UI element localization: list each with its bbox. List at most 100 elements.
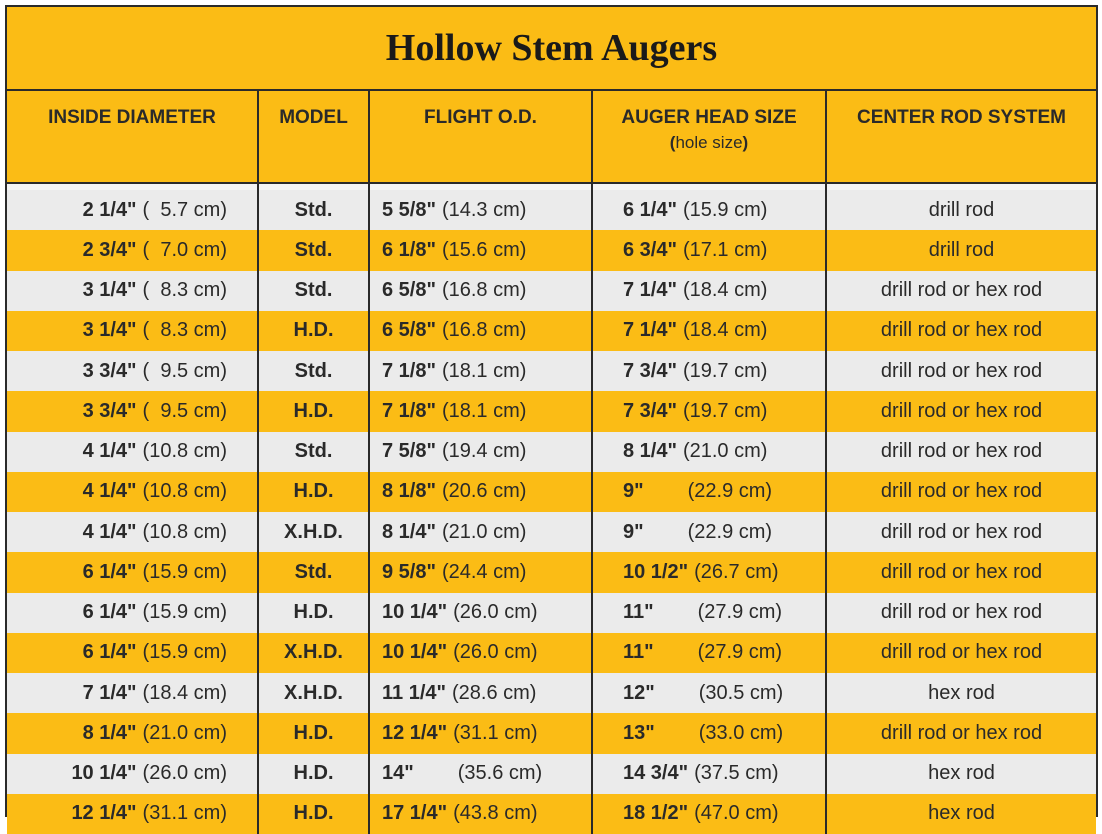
auger-head-size-inches: 13" [623,721,655,744]
inside-diameter-cm: (15.9 cm) [142,560,227,583]
inside-diameter-cm: (15.9 cm) [142,641,227,664]
model-cell: Std. [257,270,369,311]
table-row: 6 1/4" (15.9 cm) X.H.D. 10 1/4" (26.0 cm) 11"… [7,632,1096,673]
flight-od-cm: (24.4 cm) [441,560,527,583]
auger-head-size-cell: 11" (27.9 cm) [591,592,826,633]
model-cell: H.D. [257,793,369,834]
inside-diameter-cell: 2 3/4"( 7.0 cm) [7,230,258,271]
model-cell: Std. [257,552,369,593]
inside-diameter-cell: 12 1/4" (31.1 cm) [7,793,258,834]
auger-head-size-cm: (22.9 cm) [687,520,773,543]
header-model: MODEL [257,91,369,184]
inside-diameter-cell: 3 1/4"( 8.3 cm) [7,310,258,351]
auger-head-size-inches: 9" [623,520,644,543]
flight-od-cm: (16.8 cm) [441,319,527,342]
auger-head-size-cell: 9" (22.9 cm) [591,512,826,553]
auger-head-size-cm: (26.7 cm) [694,560,779,583]
auger-head-size-cm: (33.0 cm) [698,721,784,744]
flight-od-cell: 12 1/4" (31.1 cm) [368,713,592,754]
auger-head-size-inches: 7 1/4" [623,319,677,342]
inside-diameter-inches: 12 1/4" [71,802,137,825]
inside-diameter-cell: 4 1/4" (10.8 cm) [7,471,258,512]
inside-diameter-cm: (10.8 cm) [142,520,227,543]
flight-od-cm: (18.1 cm) [441,399,527,422]
flight-od-cell: 5 5/8" (14.3 cm) [368,190,592,231]
inside-diameter-cm: ( 8.3 cm) [142,279,227,302]
auger-head-size-cell: 6 3/4" (17.1 cm) [591,230,826,271]
auger-head-size-inches: 10 1/2" [623,560,689,583]
inside-diameter-inches: 6 1/4" [82,560,137,583]
table-row: 3 3/4"( 9.5 cm) H.D. 7 1/8" (18.1 cm) 7 3/4"… [7,391,1096,432]
auger-head-size-cm: (30.5 cm) [698,681,784,704]
table-row: 4 1/4" (10.8 cm) X.H.D. 8 1/4" (21.0 cm) 9" (2… [7,512,1096,553]
model-cell: H.D. [257,592,369,633]
flight-od-inches: 17 1/4" [382,802,448,825]
table-row: 6 1/4" (15.9 cm) Std. 9 5/8" (24.4 cm) 10 1/2… [7,552,1096,593]
inside-diameter-cm: (15.9 cm) [142,601,227,624]
center-rod-system-cell: drill rod or hex rod [825,391,1096,432]
flight-od-inches: 7 1/8" [382,399,436,422]
flight-od-cell: 7 1/8" (18.1 cm) [368,391,592,432]
model-cell: Std. [257,351,369,392]
inside-diameter-cell: 4 1/4" (10.8 cm) [7,431,258,472]
model-cell: H.D. [257,713,369,754]
center-rod-system-cell: drill rod or hex rod [825,552,1096,593]
flight-od-inches: 9 5/8" [382,560,436,583]
header-flight-od: FLIGHT O.D. [368,91,592,184]
auger-head-size-inches: 7 3/4" [623,359,677,382]
flight-od-cell: 14" (35.6 cm) [368,753,592,794]
inside-diameter-inches: 8 1/4" [82,721,137,744]
model-cell: X.H.D. [257,632,369,673]
inside-diameter-cell: 6 1/4" (15.9 cm) [7,632,258,673]
table-row: 3 3/4"( 9.5 cm) Std. 7 1/8" (18.1 cm) 7 3/4"… [7,351,1096,392]
auger-head-size-cm: (18.4 cm) [682,319,768,342]
auger-head-size-inches: 11" [623,601,654,624]
auger-head-size-inches: 7 1/4" [623,279,677,302]
model-cell: X.H.D. [257,512,369,553]
inside-diameter-inches: 3 1/4" [82,319,137,342]
model-cell: X.H.D. [257,673,369,714]
model-cell: H.D. [257,391,369,432]
auger-head-size-cell: 7 1/4" (18.4 cm) [591,270,826,311]
auger-head-size-inches: 7 3/4" [623,399,677,422]
inside-diameter-cm: (10.8 cm) [142,480,227,503]
inside-diameter-inches: 2 3/4" [82,238,137,261]
inside-diameter-inches: 2 1/4" [82,198,137,221]
inside-diameter-inches: 3 1/4" [82,279,137,302]
flight-od-inches: 6 5/8" [382,319,436,342]
center-rod-system-cell: drill rod or hex rod [825,632,1096,673]
flight-od-cm: (31.1 cm) [453,721,538,744]
header-gap-row [7,183,1096,190]
inside-diameter-cm: ( 8.3 cm) [142,319,227,342]
flight-od-cell: 17 1/4" (43.8 cm) [368,793,592,834]
inside-diameter-inches: 6 1/4" [82,641,137,664]
center-rod-system-cell: hex rod [825,793,1096,834]
inside-diameter-cell: 2 1/4"( 5.7 cm) [7,190,258,231]
auger-head-size-cell: 14 3/4" (37.5 cm) [591,753,826,794]
auger-head-size-inches: 11" [623,641,654,664]
table-row: 6 1/4" (15.9 cm) H.D. 10 1/4" (26.0 cm) 11" (2… [7,592,1096,633]
auger-spec-table: INSIDE DIAMETER MODEL FLIGHT O.D. AUGER … [7,91,1096,834]
flight-od-cm: (15.6 cm) [441,238,527,261]
inside-diameter-inches: 6 1/4" [82,601,137,624]
inside-diameter-cm: (26.0 cm) [142,762,227,785]
model-cell: Std. [257,431,369,472]
auger-head-size-cell: 8 1/4" (21.0 cm) [591,431,826,472]
center-rod-system-cell: drill rod [825,230,1096,271]
inside-diameter-cell: 6 1/4" (15.9 cm) [7,552,258,593]
table-row: 2 3/4"( 7.0 cm) Std. 6 1/8" (15.6 cm) 6 3/4"… [7,230,1096,271]
flight-od-cm: (16.8 cm) [441,279,527,302]
inside-diameter-cell: 10 1/4" (26.0 cm) [7,753,258,794]
flight-od-cell: 10 1/4" (26.0 cm) [368,592,592,633]
inside-diameter-cm: (10.8 cm) [142,440,227,463]
flight-od-inches: 7 1/8" [382,359,436,382]
inside-diameter-cm: (21.0 cm) [142,721,227,744]
inside-diameter-cell: 3 3/4"( 9.5 cm) [7,391,258,432]
table-row: 4 1/4" (10.8 cm) H.D. 8 1/8" (20.6 cm) 9" (22.… [7,471,1096,512]
inside-diameter-cell: 3 3/4"( 9.5 cm) [7,351,258,392]
inside-diameter-cm: ( 9.5 cm) [142,359,227,382]
flight-od-cm: (35.6 cm) [457,762,543,785]
auger-head-size-cell: 11" (27.9 cm) [591,632,826,673]
flight-od-cm: (26.0 cm) [453,641,538,664]
flight-od-cm: (28.6 cm) [451,681,537,704]
